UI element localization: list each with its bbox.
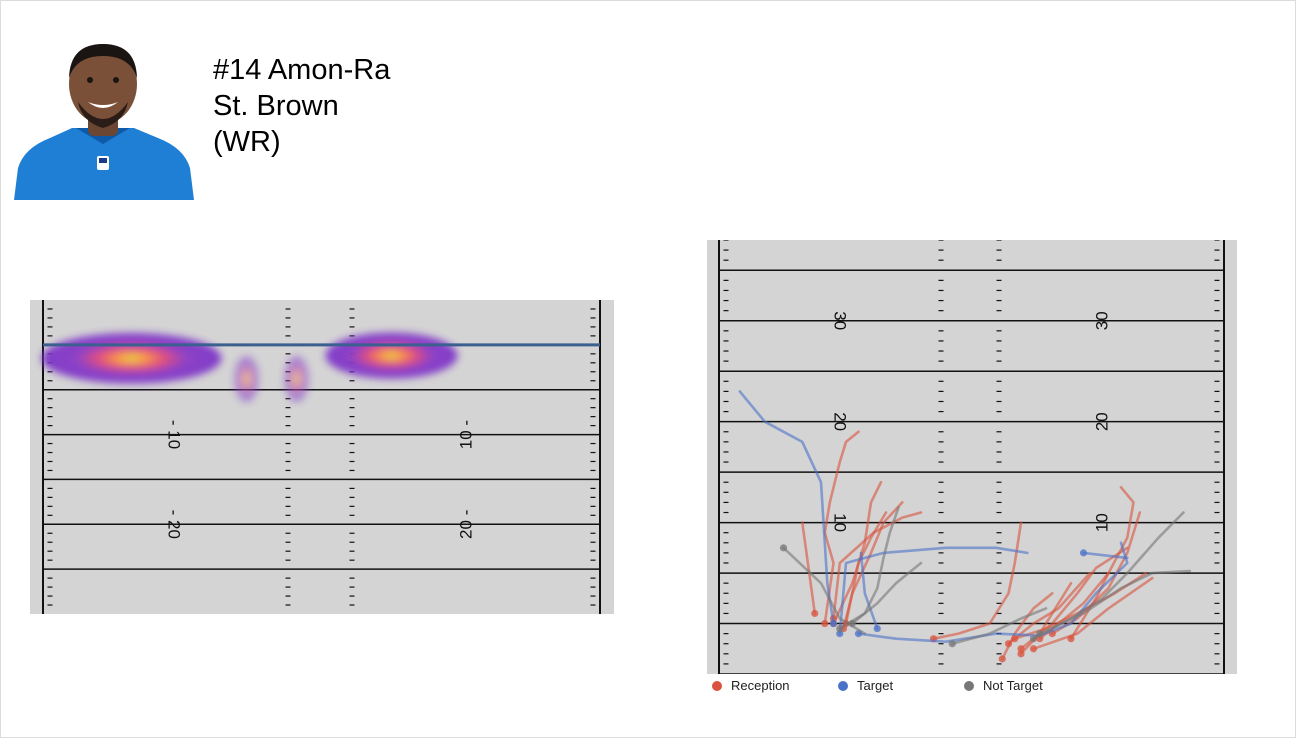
legend-item-target: Target: [838, 678, 893, 693]
player-photo: [14, 44, 194, 200]
route-line-target: [1082, 551, 1129, 560]
route-start-target: [873, 624, 881, 633]
heatmap-field: - 10 - 20 10 - 20 -: [30, 300, 614, 614]
legend-item-reception: Reception: [712, 678, 790, 693]
hair: [69, 44, 137, 78]
yard-number-label: 10 -: [456, 420, 475, 449]
route-line-reception: [832, 511, 923, 620]
route-start-reception: [998, 655, 1006, 663]
yard-number-label: - 10: [165, 420, 184, 449]
yard-number-label: - 20: [165, 510, 184, 539]
legend-label: Reception: [731, 678, 790, 693]
route-line-reception: [932, 521, 1023, 641]
route-line-reception: [1032, 576, 1154, 651]
heat-blob: [234, 355, 259, 402]
route-start-target: [836, 630, 844, 638]
yard-number-label: 10: [1092, 513, 1111, 532]
route-start-target: [829, 619, 838, 628]
route-start-reception: [1004, 640, 1013, 648]
route-start-reception: [821, 619, 829, 628]
face: [69, 44, 137, 124]
field-background: [707, 240, 1237, 674]
legend-dot-icon: [964, 680, 974, 691]
route-line-not_target: [1038, 569, 1192, 635]
route-line-target: [859, 551, 879, 630]
legend-item-not_target: Not Target: [964, 678, 1043, 693]
legend-dot-icon: [712, 680, 722, 691]
yard-number-label: 20: [831, 412, 850, 431]
route-line-reception: [844, 511, 888, 625]
route-start-not_target: [1029, 635, 1038, 643]
yard-number-label: 30: [1092, 311, 1111, 330]
route-start-not_target: [836, 624, 844, 633]
heat-blob: [284, 355, 309, 402]
yard-number-label: 10: [831, 513, 850, 532]
route-start-reception: [1017, 650, 1025, 658]
route-line-target: [738, 390, 835, 625]
route-start-target: [1079, 549, 1088, 557]
route-line-not_target: [851, 561, 923, 625]
route-line-not_target: [951, 607, 1048, 646]
player-position: (WR): [213, 126, 281, 158]
legend-dot-icon: [838, 680, 848, 691]
legend-label: Not Target: [983, 678, 1043, 693]
heat-blob: [41, 333, 222, 384]
smile: [88, 102, 118, 108]
route-line-reception: [1019, 581, 1073, 656]
yard-number-label: 20: [1092, 412, 1111, 431]
route-start-not_target: [1036, 630, 1044, 638]
legend-label: Target: [857, 678, 894, 693]
yard-number-label: 30: [831, 311, 850, 330]
route-start-not_target: [848, 619, 856, 628]
route-start-not_target: [779, 544, 788, 552]
player-name-block: #14 Amon-Ra St. Brown (WR): [213, 52, 390, 160]
yard-number-label: 20 -: [456, 510, 475, 539]
route-start-reception: [1029, 645, 1038, 653]
route-line-reception: [832, 480, 883, 625]
player-number-name: #14 Amon-Ra: [213, 54, 391, 86]
route-line-reception: [823, 430, 860, 625]
routes-field: 30 30 20 20 10 10: [707, 240, 1237, 674]
routes-legend: Reception Target Not Target: [712, 678, 1232, 694]
route-start-not_target: [948, 640, 956, 648]
route-start-reception: [1011, 635, 1019, 643]
beard: [78, 102, 128, 128]
heat-blob: [325, 332, 458, 379]
player-surname: St. Brown: [213, 90, 339, 122]
route-line-target: [838, 546, 1029, 635]
route-line-reception: [801, 521, 817, 615]
route-start-reception: [811, 609, 819, 618]
